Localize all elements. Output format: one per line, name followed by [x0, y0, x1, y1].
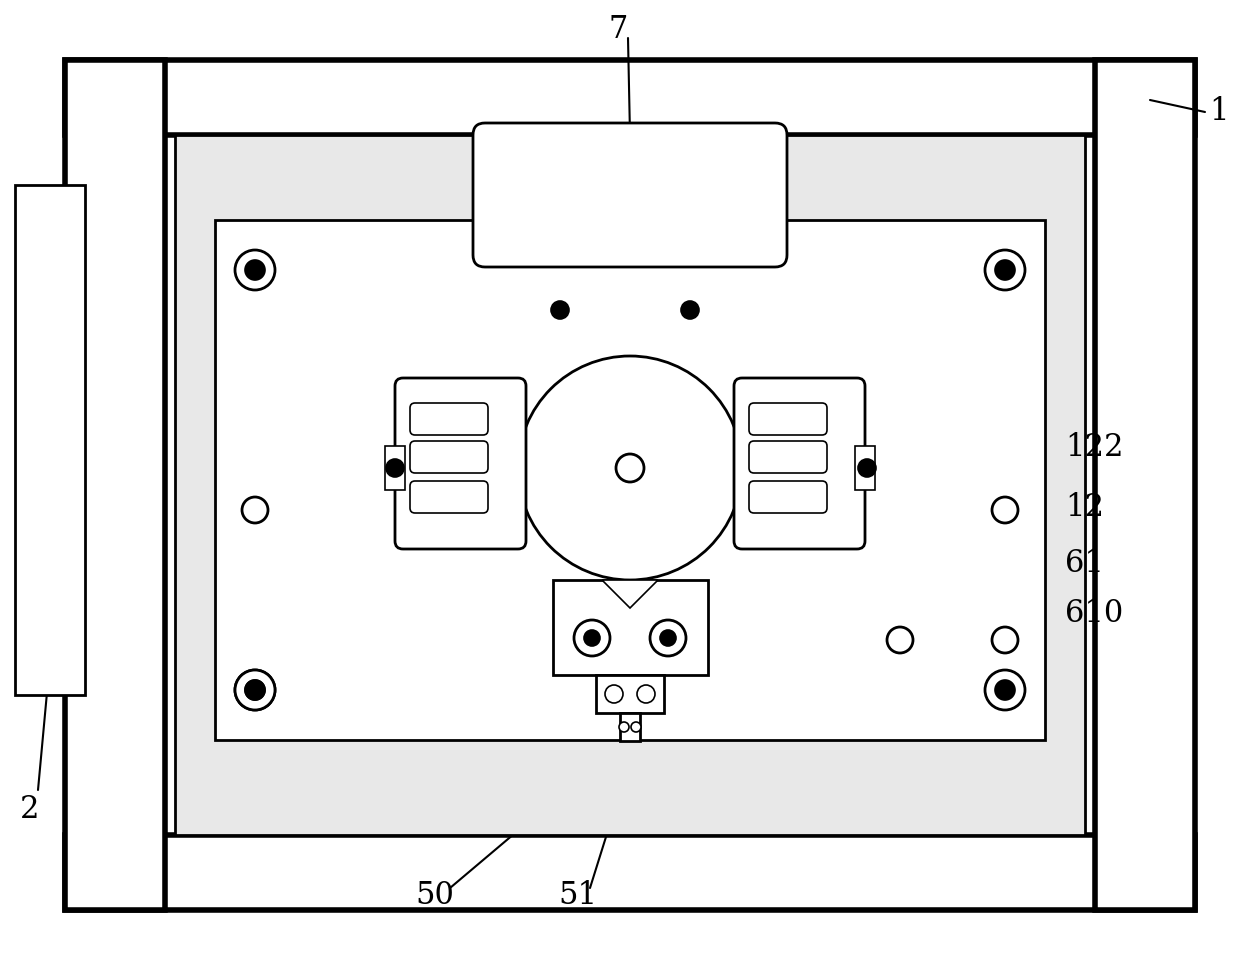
Circle shape — [995, 680, 1016, 700]
Circle shape — [518, 356, 742, 580]
Text: 610: 610 — [1065, 597, 1123, 629]
FancyBboxPatch shape — [472, 123, 788, 267]
Circle shape — [605, 685, 622, 703]
Circle shape — [236, 250, 275, 290]
Circle shape — [650, 620, 685, 656]
Bar — [66, 60, 1194, 135]
Circle shape — [583, 630, 600, 646]
Circle shape — [616, 454, 644, 482]
FancyBboxPatch shape — [410, 403, 488, 435]
Text: 1: 1 — [1210, 96, 1228, 127]
FancyBboxPatch shape — [735, 378, 866, 549]
Circle shape — [985, 670, 1024, 710]
Text: 122: 122 — [1065, 432, 1124, 463]
Bar — [856, 446, 874, 490]
Circle shape — [985, 250, 1024, 290]
Bar — [15, 185, 84, 695]
Circle shape — [631, 722, 641, 732]
Polygon shape — [602, 580, 658, 608]
Bar — [1095, 60, 1194, 910]
Bar — [386, 446, 404, 490]
FancyBboxPatch shape — [394, 378, 525, 549]
Text: 51: 51 — [558, 880, 597, 912]
FancyBboxPatch shape — [410, 441, 488, 473]
Bar — [553, 580, 708, 675]
Circle shape — [236, 670, 275, 710]
Bar — [596, 675, 664, 713]
FancyBboxPatch shape — [748, 403, 827, 435]
Circle shape — [575, 620, 610, 656]
FancyBboxPatch shape — [748, 441, 827, 473]
Text: 2: 2 — [20, 794, 39, 825]
Circle shape — [995, 260, 1016, 280]
Circle shape — [619, 722, 629, 732]
Circle shape — [236, 670, 275, 710]
Circle shape — [244, 260, 265, 280]
Circle shape — [244, 680, 265, 700]
Circle shape — [386, 459, 404, 477]
Circle shape — [887, 627, 914, 653]
Bar — [175, 135, 1085, 835]
Bar — [66, 835, 1194, 910]
Circle shape — [242, 497, 268, 523]
Circle shape — [680, 301, 699, 319]
Circle shape — [638, 685, 655, 703]
Circle shape — [660, 630, 677, 646]
Circle shape — [992, 627, 1018, 653]
FancyBboxPatch shape — [410, 481, 488, 513]
Text: 61: 61 — [1065, 548, 1104, 579]
Circle shape — [992, 497, 1018, 523]
Circle shape — [551, 301, 570, 319]
Circle shape — [244, 680, 265, 700]
Bar — [215, 220, 1045, 740]
FancyBboxPatch shape — [748, 481, 827, 513]
Bar — [66, 60, 165, 910]
Text: 7: 7 — [609, 14, 627, 45]
Circle shape — [858, 459, 876, 477]
Text: 12: 12 — [1065, 492, 1104, 524]
Text: 50: 50 — [416, 880, 455, 912]
Bar — [620, 713, 640, 741]
